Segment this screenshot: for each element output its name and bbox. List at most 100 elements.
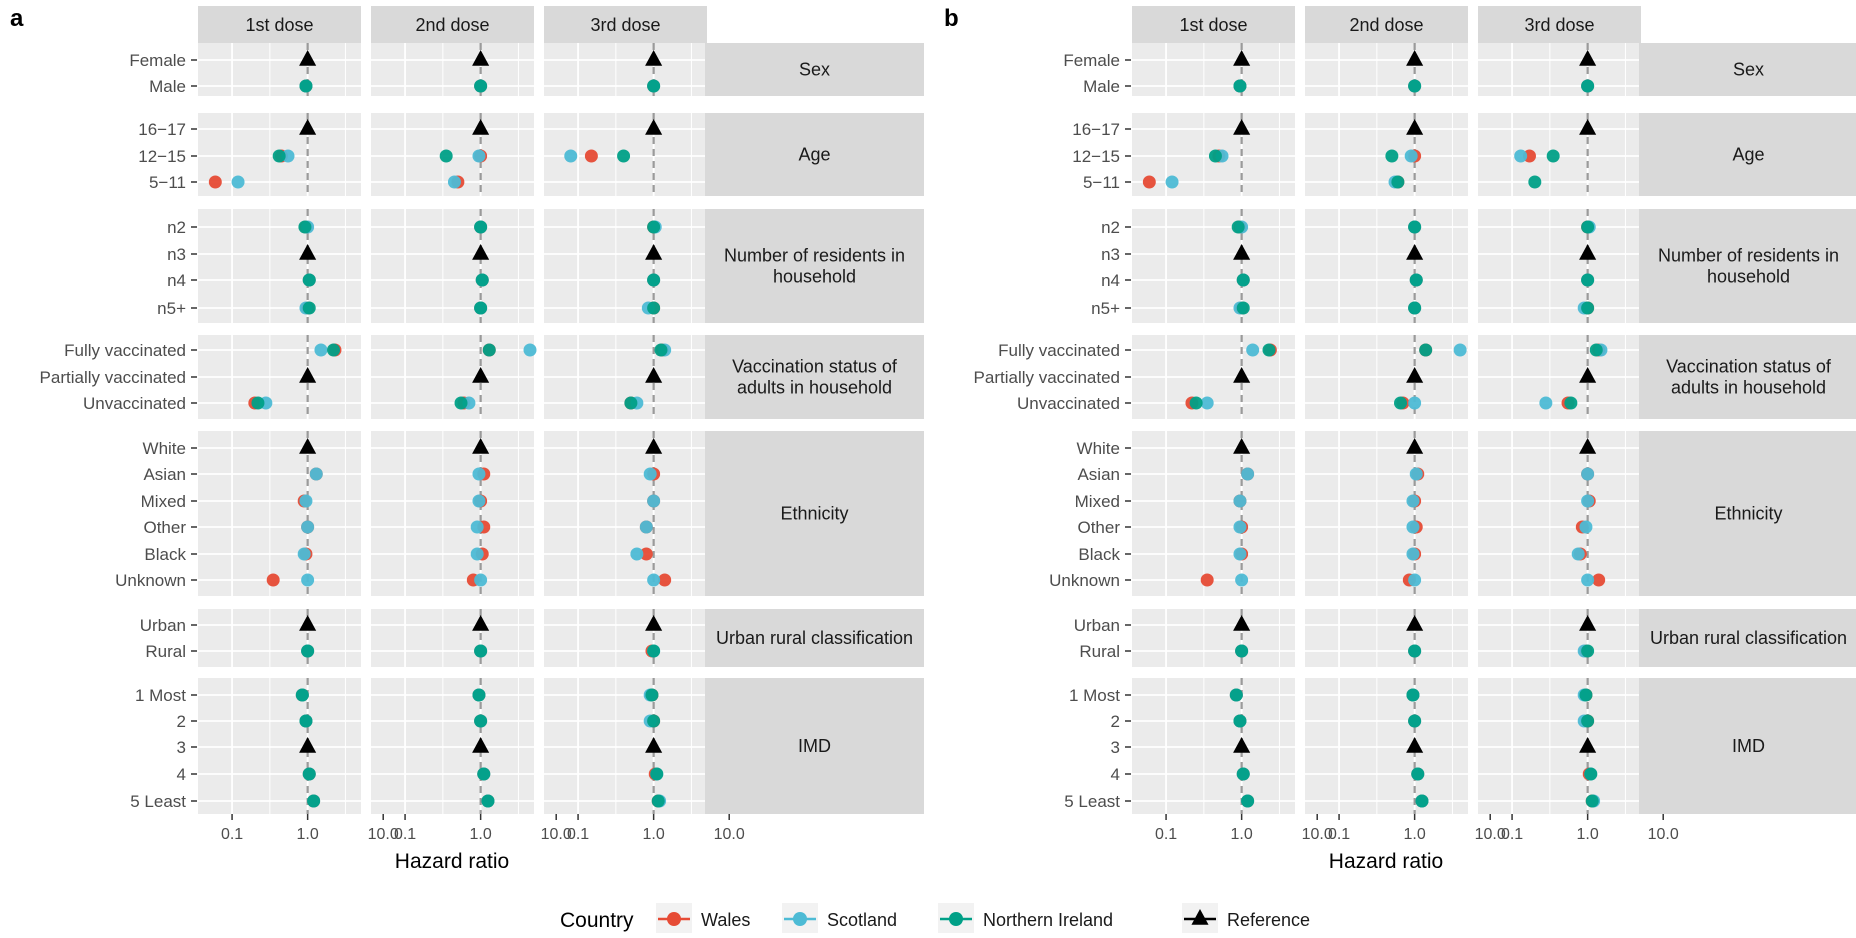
x-tick-label: 0.1 — [394, 826, 416, 843]
row-label: Asian — [143, 465, 186, 484]
point-scotland — [1571, 547, 1585, 561]
row-label: Fully vaccinated — [64, 341, 186, 360]
row-label: White — [1077, 439, 1120, 458]
group-strip-label: Age — [1732, 145, 1764, 165]
point-northern-ireland — [302, 301, 316, 315]
group-vaccination-status-of-adults-in-household: Vaccination status of adults in household… — [974, 335, 1856, 419]
row-label: Male — [1083, 77, 1120, 96]
facet-background — [1305, 43, 1468, 96]
point-scotland — [472, 494, 486, 508]
point-northern-ireland — [647, 220, 661, 234]
row-label: n3 — [1101, 245, 1120, 264]
group-strip-line: adults in household — [737, 378, 892, 398]
point-northern-ireland — [1208, 149, 1222, 163]
reference-marker — [472, 737, 490, 753]
x-tick-label: 1.0 — [470, 826, 492, 843]
group-strip-text: Sex — [1733, 60, 1764, 80]
facet-background — [544, 431, 707, 596]
point-northern-ireland — [301, 644, 315, 658]
row-label: n5+ — [1091, 299, 1120, 318]
point-scotland — [1539, 396, 1553, 410]
group-strip-text: Number of residents in household — [724, 246, 905, 287]
group-strip — [705, 609, 924, 667]
reference-marker — [1579, 50, 1597, 66]
facet-background — [544, 209, 707, 323]
row-label: Mixed — [141, 492, 186, 511]
point-northern-ireland — [298, 220, 312, 234]
x-axis: 0.1 1.0 10.0 — [1501, 814, 1679, 843]
group-strip — [705, 43, 924, 96]
point-northern-ireland — [1385, 149, 1399, 163]
point-scotland — [1165, 175, 1179, 189]
point-wales — [584, 149, 598, 163]
group-strip-label: Age — [798, 145, 830, 165]
facet-background — [1132, 678, 1295, 814]
column-strip — [1478, 6, 1641, 43]
group-strip-label: Urban rural classification — [1650, 628, 1847, 648]
point-scotland — [1581, 467, 1595, 481]
legend-item-northern-ireland: Northern Ireland — [938, 903, 1113, 933]
column-strip-label: 1st dose — [245, 15, 313, 35]
point-northern-ireland — [1581, 220, 1595, 234]
point-northern-ireland — [1546, 149, 1560, 163]
group-strip — [1639, 335, 1856, 419]
facet-background — [198, 609, 361, 667]
point-scotland — [231, 175, 245, 189]
row-label: 5−11 — [149, 173, 186, 192]
point-scotland — [1581, 573, 1595, 587]
x-tick-label: 0.1 — [1155, 826, 1177, 843]
point-northern-ireland — [475, 273, 489, 287]
point-northern-ireland — [474, 301, 488, 315]
panel-a: a 1st dose 2nd dose 3rd dose Sex Female Male Ag… — [10, 5, 924, 873]
group-strip — [705, 113, 924, 196]
point-northern-ireland — [1408, 644, 1422, 658]
x-axis: 0.1 1.0 10.0 — [221, 814, 399, 843]
reference-marker — [299, 119, 317, 135]
point-northern-ireland — [299, 714, 313, 728]
facet-background — [198, 209, 361, 323]
group-strip — [705, 335, 924, 419]
row-label: Unknown — [1049, 571, 1120, 590]
row-label: Female — [1063, 51, 1120, 70]
reference-marker — [1233, 438, 1251, 454]
point-scotland — [630, 547, 644, 561]
reference-marker — [299, 438, 317, 454]
point-scotland — [1406, 494, 1420, 508]
group-strip-text: Urban rural classification — [1650, 628, 1847, 648]
group-age: Age 16−17 12−15 5−11 — [138, 113, 924, 196]
row-label: Black — [1078, 545, 1120, 564]
row-label: 3 — [1111, 738, 1120, 757]
x-tick-label: 0.1 — [221, 826, 243, 843]
point-scotland — [301, 573, 315, 587]
row-label: Other — [1077, 518, 1120, 537]
group-vaccination-status-of-adults-in-household: Vaccination status of adults in household… — [40, 335, 924, 419]
point-northern-ireland — [439, 149, 453, 163]
reference-marker — [1233, 367, 1251, 383]
point-northern-ireland — [1236, 273, 1250, 287]
point-northern-ireland — [307, 794, 321, 808]
point-northern-ireland — [302, 273, 316, 287]
point-northern-ireland — [474, 220, 488, 234]
point-scotland — [523, 343, 537, 357]
point-wales — [208, 175, 222, 189]
x-axis-title: Hazard ratio — [395, 850, 509, 873]
legend-item-scotland: Scotland — [782, 903, 897, 933]
facet-background — [1305, 678, 1468, 814]
group-strip-text: IMD — [798, 736, 831, 756]
facet-background — [1478, 678, 1641, 814]
facet-background — [371, 431, 534, 596]
point-scotland — [1233, 520, 1247, 534]
row-label: Rural — [145, 642, 186, 661]
column-strip-label: 1st dose — [1179, 15, 1247, 35]
point-northern-ireland — [1233, 79, 1247, 93]
reference-marker — [1233, 615, 1251, 631]
point-northern-ireland — [1584, 767, 1598, 781]
legend-label: Reference — [1227, 910, 1310, 930]
row-label: Partially vaccinated — [974, 368, 1120, 387]
x-tick-label: 1.0 — [643, 826, 665, 843]
x-tick-label: 1.0 — [297, 826, 319, 843]
reference-marker — [1406, 50, 1424, 66]
point-northern-ireland — [299, 79, 313, 93]
group-strip — [1639, 209, 1856, 323]
reference-marker — [472, 367, 490, 383]
